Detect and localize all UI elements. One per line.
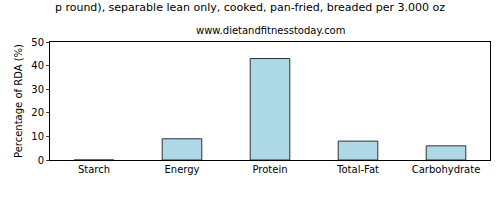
svg-text:Percentage of RDA (%): Percentage of RDA (%) <box>13 44 24 158</box>
svg-text:30: 30 <box>31 84 44 95</box>
svg-text:Carbohydrate: Carbohydrate <box>412 164 481 175</box>
svg-text:10: 10 <box>31 131 44 142</box>
svg-text:50: 50 <box>31 37 44 48</box>
svg-text:Protein: Protein <box>252 164 287 175</box>
svg-text:0: 0 <box>38 155 44 166</box>
svg-text:Total-Fat: Total-Fat <box>336 164 379 175</box>
svg-text:40: 40 <box>31 60 44 71</box>
svg-text:20: 20 <box>31 107 44 118</box>
svg-text:Energy: Energy <box>164 164 199 175</box>
svg-text:Starch: Starch <box>78 164 110 175</box>
svg-text:www.dietandfitnesstoday.com: www.dietandfitnesstoday.com <box>196 25 345 36</box>
svg-text:p round), separable lean only,: p round), separable lean only, cooked, p… <box>55 1 445 14</box>
